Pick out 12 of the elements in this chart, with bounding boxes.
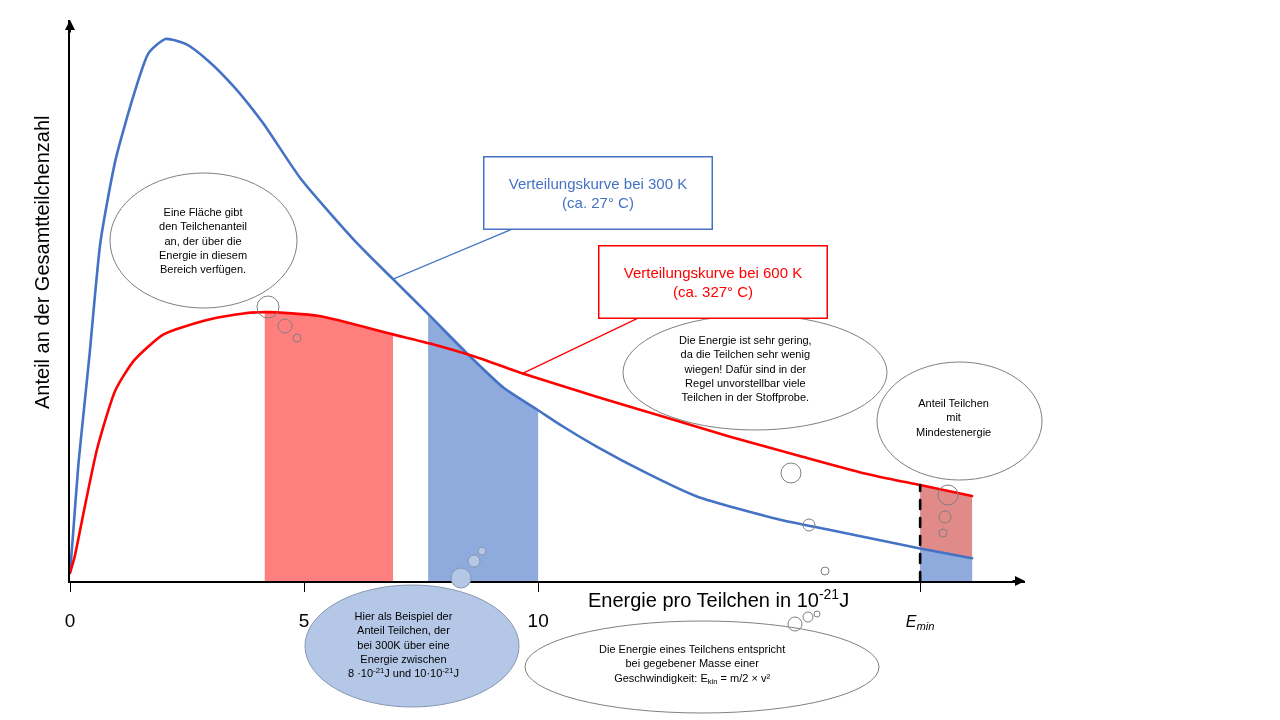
x-tick-label: 10: [527, 609, 549, 631]
x-tick-label: 0: [64, 609, 76, 631]
x-tick-label: 5: [298, 609, 310, 631]
text: Verteilungskurve bei 300 K (ca. 27° C): [508, 174, 688, 212]
text: Die Energie eines Teilchens entspricht bei gegebener Masse einer Geschwindigkeit: E$_{kin}$ = m/2 × v²: [599, 643, 786, 686]
x-axis-title: Energie pro Teilchen in 10$^{-21}$J: [588, 586, 850, 612]
y-axis-title: Anteil an der Gesamtteilchenzahl: [31, 115, 53, 409]
x-tick-label: E$_{min}$: [905, 612, 935, 633]
text: Hier als Beispiel der Anteil Teilchen, der bei 300K über eine Energie zwischen 8 ·10$^{-21}$J und 10·10$^{-21}$J: [348, 610, 459, 680]
text: Verteilungskurve bei 600 K (ca. 327° C): [623, 263, 803, 301]
annotation: Anteil Teilchen mit Mindestenergie: [916, 397, 992, 438]
annotation: Die Energie ist sehr gering, da die Teilchen sehr wenig wiegen! Dafür sind in der Regel unvorstellbar viele Teilchen in der Stoffprobe.: [679, 334, 812, 404]
